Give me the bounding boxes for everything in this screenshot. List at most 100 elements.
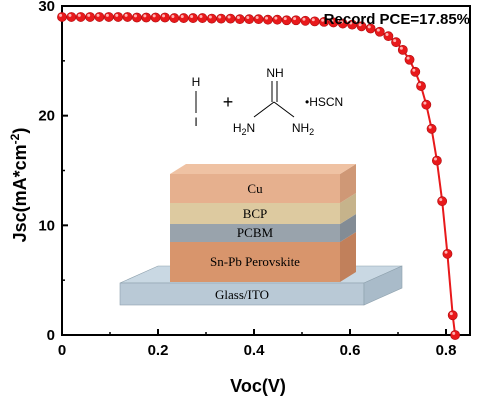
data-point-highlight — [376, 28, 380, 32]
data-point-highlight — [105, 13, 109, 17]
data-point — [291, 15, 301, 26]
data-point — [75, 12, 86, 22]
chemical-structures: H I + NH H2N NH2 •HSCN — [192, 66, 344, 137]
data-point-highlight — [444, 250, 448, 254]
data-point — [416, 81, 426, 91]
hi-h-label: H — [192, 75, 201, 89]
data-point-highlight — [367, 25, 371, 29]
x-axis-title: Voc(V) — [230, 376, 286, 396]
data-point — [160, 12, 170, 23]
data-point-highlight — [265, 16, 269, 20]
device-structure: Glass/ITO Sn-Pb Perovskite PCBM BCP Cu — [119, 164, 403, 306]
data-point — [309, 16, 320, 27]
y-tick-label: 30 — [38, 0, 55, 15]
guanidine-nh: NH — [266, 66, 283, 80]
data-point-highlight — [433, 157, 437, 161]
x-tick-label: 0 — [58, 342, 66, 359]
data-point-highlight — [439, 198, 443, 202]
data-point — [391, 37, 401, 48]
x-tick-label: 0.4 — [244, 342, 266, 359]
data-point-highlight — [162, 14, 166, 18]
data-point-highlight — [190, 14, 194, 18]
data-point-highlight — [418, 82, 422, 86]
data-point-highlight — [68, 13, 72, 17]
data-point — [131, 12, 142, 23]
perovskite-side-face — [340, 232, 356, 282]
axis-ticks: 0 0.2 0.4 0.6 0.8 0 10 20 30 — [38, 0, 456, 359]
data-point-highlight — [358, 23, 362, 27]
pcbm-side-face — [340, 214, 356, 242]
y-tick-label: 0 — [47, 327, 55, 344]
data-point — [85, 12, 95, 22]
data-point-highlight — [143, 14, 147, 18]
data-point-highlight — [339, 20, 343, 24]
y-tick-label: 20 — [38, 108, 55, 125]
data-point-highlight — [385, 33, 389, 37]
glass-side-face — [363, 265, 403, 306]
data-point-highlight — [199, 14, 203, 18]
data-point — [216, 13, 227, 24]
data-point — [263, 14, 273, 25]
plus-sign: + — [223, 92, 234, 112]
data-point — [150, 12, 161, 23]
data-point-highlight — [428, 125, 432, 129]
glass-ito-label: Glass/ITO — [215, 287, 269, 302]
data-point — [281, 15, 292, 26]
data-point-highlight — [449, 312, 453, 316]
data-point-highlight — [152, 14, 156, 18]
data-point — [57, 12, 67, 22]
data-point-highlight — [77, 13, 81, 17]
data-point — [244, 14, 255, 25]
data-point-highlight — [393, 39, 397, 43]
data-point-highlight — [293, 17, 297, 21]
data-point — [66, 12, 77, 22]
pce-annotation: Record PCE=17.85% — [324, 11, 470, 28]
series-layer — [57, 12, 461, 340]
data-point-highlight — [330, 19, 334, 23]
y-tick-label: 10 — [38, 217, 55, 234]
data-point-highlight — [124, 13, 128, 17]
data-point — [122, 12, 133, 22]
data-point — [410, 66, 421, 77]
data-point-highlight — [399, 46, 403, 50]
data-point-highlight — [218, 15, 222, 19]
data-point-highlight — [452, 331, 456, 335]
cu-top-face — [170, 164, 356, 174]
data-point-highlight — [236, 16, 240, 20]
data-point — [437, 196, 448, 207]
data-point-highlight — [274, 16, 278, 20]
bcp-front-face — [170, 203, 340, 224]
data-point — [426, 123, 437, 134]
bcp-label: BCP — [243, 206, 268, 221]
pcbm-label: PCBM — [237, 225, 274, 240]
data-point-highlight — [406, 56, 410, 60]
data-point-highlight — [246, 16, 250, 20]
hscn-label: •HSCN — [305, 95, 343, 109]
data-point — [225, 13, 236, 24]
x-tick-label: 0.6 — [340, 342, 361, 359]
data-point — [169, 13, 180, 23]
data-point-highlight — [87, 13, 91, 17]
cu-front-face — [170, 174, 340, 203]
data-point — [253, 14, 264, 25]
data-point — [447, 310, 458, 321]
data-point — [234, 14, 245, 25]
data-point-highlight — [349, 21, 353, 25]
data-point — [421, 99, 432, 110]
data-point — [383, 31, 394, 42]
data-point-highlight — [412, 68, 416, 72]
data-point-highlight — [115, 13, 119, 17]
data-point-highlight — [59, 13, 63, 17]
perovskite-front-face — [170, 242, 340, 282]
data-point-highlight — [133, 14, 137, 18]
data-point — [300, 15, 311, 26]
perovskite-label: Sn-Pb Perovskite — [210, 254, 300, 269]
cu-label: Cu — [247, 181, 263, 196]
data-point-highlight — [208, 15, 212, 19]
y-axis-title: Jsc(mA*cm-2) — [8, 128, 30, 243]
guanidine-h2n: H2N — [233, 121, 255, 137]
data-point — [141, 12, 152, 23]
pcbm-front-face — [170, 224, 340, 242]
data-point — [94, 12, 105, 22]
data-point-highlight — [180, 14, 184, 18]
